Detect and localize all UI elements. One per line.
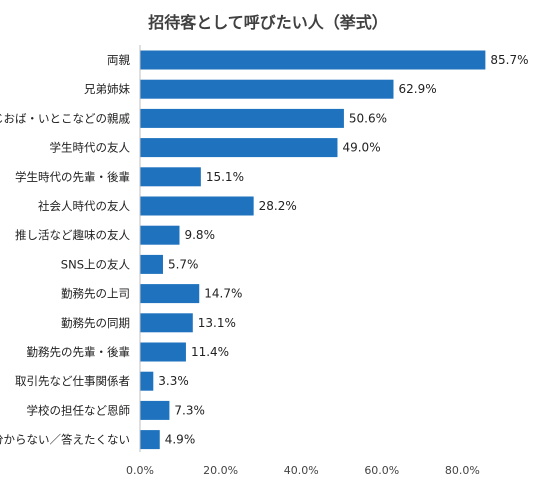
value-label: 49.0% [342,141,380,155]
bars [140,50,486,450]
chart-title: 招待客として呼びたい人（挙式） [148,13,388,32]
bar [140,400,170,420]
value-label: 14.7% [204,287,242,301]
bar [140,196,254,216]
category-label: 分からない／答えたくない [0,433,130,447]
category-label: 勤務先の先輩・後輩 [27,345,131,359]
category-label: 学生時代の友人 [50,141,131,155]
value-label: 15.1% [206,170,244,184]
bar [140,108,344,128]
category-label: 兄弟姉妹 [84,82,130,96]
value-label: 62.9% [398,82,436,96]
value-label: 4.9% [165,433,196,447]
bar [140,371,154,391]
x-tick-label: 0.0% [126,464,154,477]
x-axis-tick-labels: 0.0% 20.0% 40.0% 60.0% 80.0% [126,464,480,477]
x-tick-label: 40.0% [284,464,319,477]
category-label: 学校の担任など恩師 [27,403,131,417]
value-label: 28.2% [259,199,297,213]
value-label: 7.3% [174,403,205,417]
category-labels: 両親兄弟姉妹おじおば・いとこなどの親戚学生時代の友人学生時代の先輩・後輩社会人時… [0,53,130,447]
category-label: おじおば・いとこなどの親戚 [0,111,130,125]
category-label: SNS上の友人 [61,257,131,271]
bar [140,430,160,450]
bar [140,167,201,187]
value-label: 5.7% [168,257,199,271]
category-label: 勤務先の同期 [61,316,130,330]
category-label: 取引先など仕事関係者 [15,374,130,388]
category-label: 両親 [107,53,130,67]
category-label: 勤務先の上司 [61,287,130,301]
bar [140,138,338,158]
x-tick-label: 80.0% [445,464,480,477]
x-tick-label: 20.0% [203,464,238,477]
value-label: 3.3% [158,374,189,388]
bar [140,342,186,362]
value-label: 13.1% [198,316,236,330]
value-label: 11.4% [191,345,229,359]
value-labels: 85.7% 62.9% 50.6% 49.0% 15.1% 28.2% 9.8% 5.7% 14… [158,53,528,447]
category-label: 学生時代の先輩・後輩 [15,170,130,184]
value-label: 85.7% [490,53,528,67]
bar [140,50,486,70]
bar [140,313,193,333]
category-label: 推し活など趣味の友人 [15,228,130,242]
value-label: 50.6% [349,111,387,125]
bar [140,79,394,99]
value-label: 9.8% [184,228,215,242]
bar [140,254,163,274]
category-label: 社会人時代の友人 [38,199,130,213]
x-tick-label: 60.0% [364,464,399,477]
bar [140,284,200,304]
bar [140,225,180,245]
